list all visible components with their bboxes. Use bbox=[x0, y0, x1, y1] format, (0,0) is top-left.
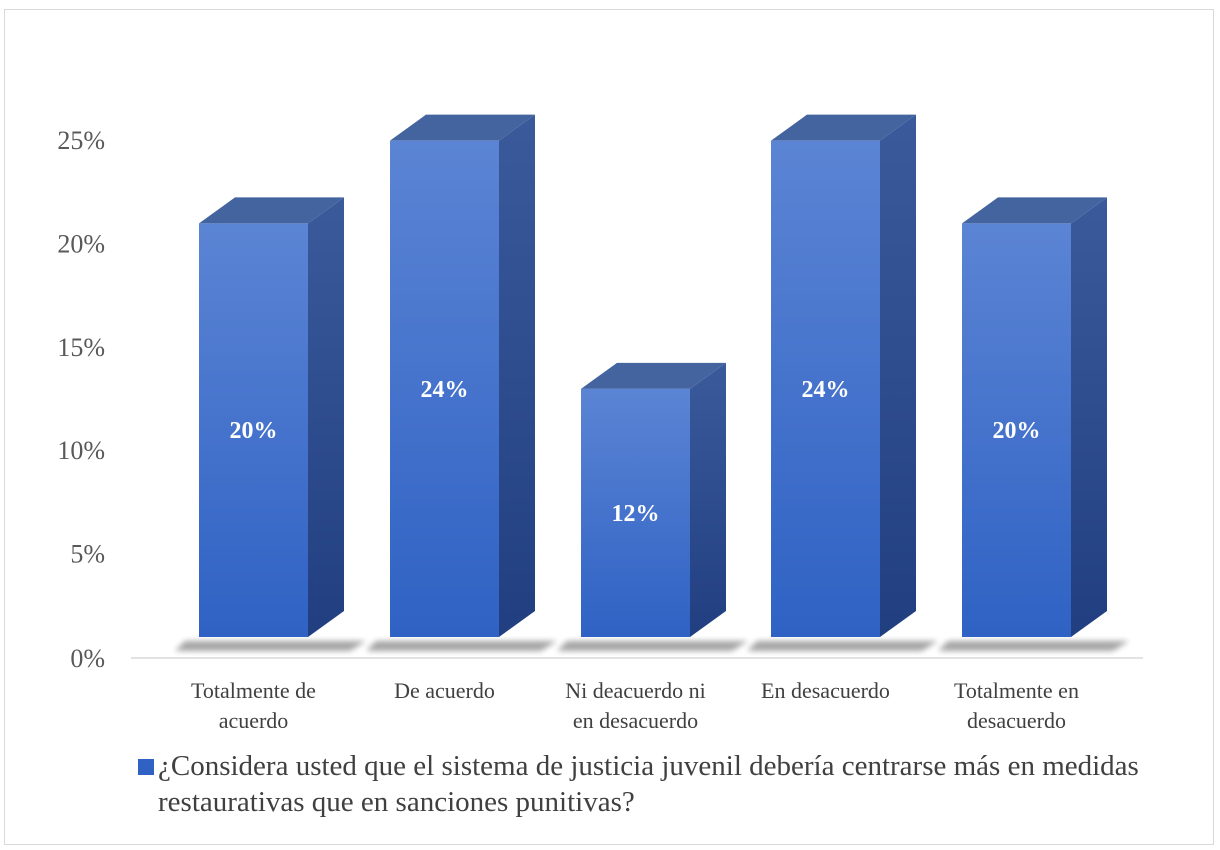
y-tick-label: 15% bbox=[57, 333, 105, 362]
bar-front bbox=[962, 223, 1071, 637]
data-label: 20% bbox=[993, 418, 1041, 444]
legend-swatch bbox=[138, 759, 154, 775]
bar-shadow bbox=[366, 641, 557, 651]
bar-chart: 0% 5% 10% 15% 20% 25% 20% Totalmente de acuerdo… bbox=[57, 114, 1143, 733]
bar-top bbox=[581, 362, 726, 389]
bar-shadow bbox=[747, 641, 938, 651]
bar-shadow bbox=[557, 641, 748, 651]
bar-side bbox=[308, 197, 344, 637]
y-tick-label: 5% bbox=[70, 540, 105, 569]
category-label: Totalmente en desacuerdo bbox=[954, 678, 1079, 733]
bar bbox=[175, 197, 366, 651]
bar-side bbox=[880, 114, 916, 638]
bar-front bbox=[199, 223, 308, 637]
y-tick-label: 25% bbox=[57, 126, 105, 155]
y-tick-label: 10% bbox=[57, 436, 105, 465]
y-tick-label: 20% bbox=[57, 229, 105, 258]
bar-top bbox=[199, 197, 344, 224]
bar-front bbox=[771, 140, 880, 637]
category-label: De acuerdo bbox=[394, 678, 495, 703]
data-label: 12% bbox=[612, 501, 660, 527]
bar bbox=[938, 197, 1129, 651]
bar bbox=[747, 114, 938, 651]
legend: ¿Considera usted que el sistema de justi… bbox=[138, 748, 1178, 820]
bar bbox=[366, 114, 557, 651]
bar bbox=[557, 362, 748, 651]
category-label: En desacuerdo bbox=[761, 678, 890, 703]
bar-side bbox=[690, 362, 726, 637]
y-tick-label: 0% bbox=[70, 644, 105, 673]
legend-label: ¿Considera usted que el sistema de justi… bbox=[158, 750, 1139, 818]
chart-area: 0% 5% 10% 15% 20% 25% 20% Totalmente de acuerdo… bbox=[4, 9, 1214, 845]
bar-front bbox=[581, 388, 690, 637]
data-label: 20% bbox=[230, 418, 278, 444]
bar-top bbox=[390, 114, 535, 141]
data-label: 24% bbox=[421, 377, 469, 403]
bar-shadow bbox=[175, 641, 366, 651]
bar-shadow bbox=[938, 641, 1129, 651]
bar-top bbox=[962, 197, 1107, 224]
category-label: Ni deacuerdo ni en desacuerdo bbox=[565, 678, 706, 733]
bar-side bbox=[1071, 197, 1107, 637]
bar-side bbox=[499, 114, 535, 638]
bar-top bbox=[771, 114, 916, 141]
data-label: 24% bbox=[802, 377, 850, 403]
bar-front bbox=[390, 140, 499, 637]
category-label: Totalmente de acuerdo bbox=[191, 678, 316, 733]
